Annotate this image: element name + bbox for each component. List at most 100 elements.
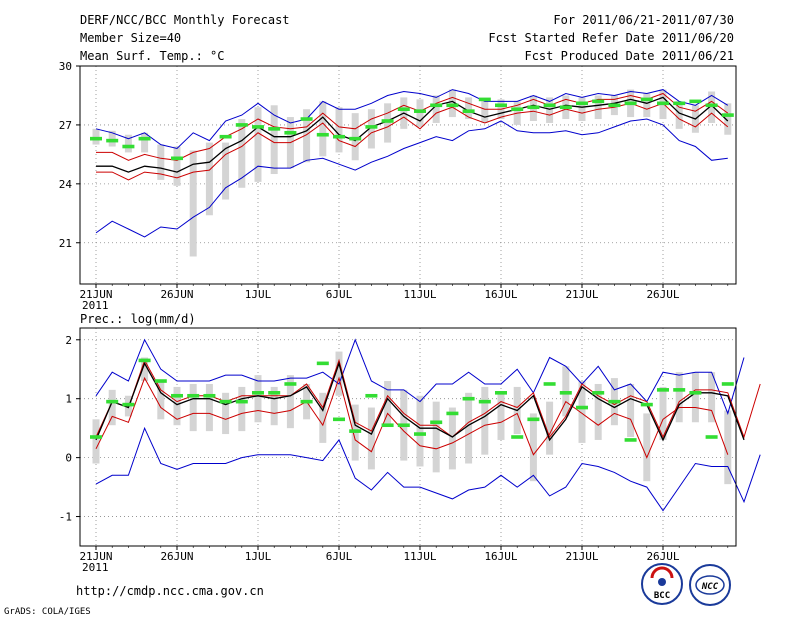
ensemble-box [691,372,699,423]
chart-title: DERF/NCC/BCC Monthly Forecast [80,13,290,27]
y-tick-label: 24 [59,178,73,191]
observed-marker [527,417,540,422]
series-line-min [95,426,761,512]
ensemble-box [189,150,197,257]
ensemble-box [384,103,392,143]
x-tick-label: 26JUN [160,550,193,563]
observed-marker [495,391,507,395]
x-tick-label: 21JUL [565,288,598,301]
ensemble-box [724,410,732,485]
observed-marker [414,109,426,113]
ensemble-box [141,357,149,382]
x-tick-label: 6JUL [326,288,353,301]
y-tick-label: -1 [59,511,72,524]
observed-marker [624,438,637,442]
source-url: http://cmdp.ncc.cma.gov.cn [76,584,264,598]
x-tick-label: 16JUL [484,550,517,563]
x-tick-label: 6JUL [326,550,353,563]
observed-marker [592,99,605,104]
ensemble-box [724,103,732,135]
variable-label: Mean Surf. Temp.: °C [80,49,225,63]
observed-marker [592,391,605,395]
observed-marker [252,125,264,129]
observed-marker [446,411,459,416]
ensemble-box [578,97,586,121]
observed-marker [349,429,362,433]
observed-marker [640,402,653,407]
ensemble-box [92,419,100,464]
ensemble-box [108,130,116,147]
ensemble-box [432,401,440,473]
observed-marker [300,117,313,121]
observed-marker [300,399,313,404]
y-tick-label: 30 [59,60,72,73]
observed-marker [721,382,734,386]
observed-marker [316,361,329,366]
observed-marker [446,103,459,108]
ensemble-box [124,134,132,153]
observed-marker [268,391,281,395]
ensemble-box [173,146,181,186]
ensemble-box [675,372,683,423]
x-tick-label: 21JUN [79,550,112,563]
refer-date: Fcst Started Refer Date 2011/06/20 [488,31,734,45]
grads-credit: GrADS: COLA/IGES [4,607,91,617]
ensemble-box [448,89,456,118]
observed-marker [543,103,556,108]
observed-marker [171,393,183,398]
ensemble-box [497,392,505,440]
plot-frame [79,65,737,285]
observed-marker [430,420,443,425]
observed-marker [511,107,524,112]
observed-marker [576,101,588,106]
observed-marker [154,379,167,383]
observed-marker [705,435,718,439]
year-label-bottom: 2011 [82,561,109,574]
x-tick-label: 1JUL [245,288,272,301]
ncc-logo: NCC [689,564,731,606]
observed-marker [381,119,394,123]
series-line-mean [95,361,745,442]
series-line-spread_upper [96,92,729,161]
ensemble-box [335,351,343,396]
ensemble-box [157,144,165,180]
observed-marker [284,382,297,386]
ensemble-box [367,407,375,470]
bcc-logo-text: BCC [654,591,670,601]
bcc-logo: BCC [641,563,683,605]
observed-marker [138,136,151,141]
observed-marker [462,109,475,113]
x-tick-label: 26JUN [160,288,193,301]
observed-marker [689,391,702,395]
ensemble-box [384,381,392,426]
x-tick-label: 11JUL [403,288,436,301]
ensemble-box [351,113,359,161]
observed-marker [657,101,669,106]
ensemble-box [222,392,230,435]
plot-frame [79,327,737,547]
ensemble-box [222,142,230,200]
observed-marker [397,107,410,112]
ensemble-box [335,107,343,153]
observed-marker [430,103,443,108]
series-line-mean [96,96,729,173]
series-line-max [95,338,745,415]
ensemble-box [481,99,489,123]
ensemble-box [627,383,635,437]
ensemble-box [708,372,716,423]
ensemble-box [205,383,213,432]
observed-marker [333,417,345,422]
produced-date: Fcst Produced Date 2011/06/21 [524,49,734,63]
observed-marker [397,423,410,428]
ensemble-box [189,383,197,432]
observed-marker [673,388,686,392]
observed-marker [90,136,102,141]
ensemble-box [432,95,440,123]
observed-marker [365,393,378,398]
ensemble-box [270,105,278,175]
observed-marker [138,358,151,363]
precip-title: Prec.: log(mm/d) [80,312,196,326]
observed-marker [543,382,556,386]
y-tick-label: 0 [65,452,72,465]
